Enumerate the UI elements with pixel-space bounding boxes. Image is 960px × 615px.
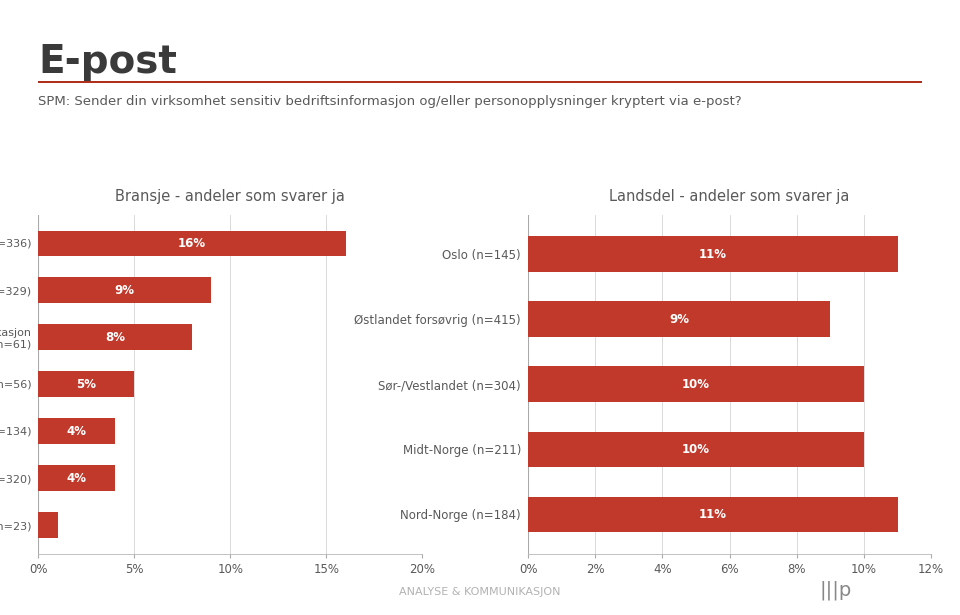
Bar	[38, 512, 58, 538]
Text: ANALYSE & KOMMUNIKASJON: ANALYSE & KOMMUNIKASJON	[399, 587, 561, 597]
Text: 5%: 5%	[77, 378, 96, 391]
Text: 10%: 10%	[682, 378, 710, 391]
Text: |||p: |||p	[819, 580, 852, 600]
Bar	[38, 466, 115, 491]
Bar	[528, 236, 898, 272]
Text: 4%: 4%	[67, 425, 86, 438]
Bar	[38, 418, 115, 444]
Title: Bransje - andeler som svarer ja: Bransje - andeler som svarer ja	[115, 189, 346, 204]
Bar	[528, 432, 864, 467]
Text: 10%: 10%	[682, 443, 710, 456]
Text: 11%: 11%	[699, 508, 727, 521]
Text: 9%: 9%	[669, 313, 689, 326]
Bar	[38, 371, 134, 397]
Text: 11%: 11%	[699, 248, 727, 261]
Text: 8%: 8%	[106, 331, 125, 344]
Text: %: %	[58, 519, 69, 532]
Bar	[528, 367, 864, 402]
Bar	[38, 277, 211, 303]
Text: 9%: 9%	[115, 284, 134, 297]
Text: 4%: 4%	[67, 472, 86, 485]
Bar	[528, 496, 898, 533]
Bar	[38, 231, 346, 256]
Bar	[528, 301, 830, 337]
Text: 16%: 16%	[178, 237, 206, 250]
Bar	[38, 325, 192, 351]
Title: Landsdel - andeler som svarer ja: Landsdel - andeler som svarer ja	[610, 189, 850, 204]
Text: E-post: E-post	[38, 43, 178, 81]
Text: SPM: Sender din virksomhet sensitiv bedriftsinformasjon og/eller personopplysnin: SPM: Sender din virksomhet sensitiv bedr…	[38, 95, 742, 108]
